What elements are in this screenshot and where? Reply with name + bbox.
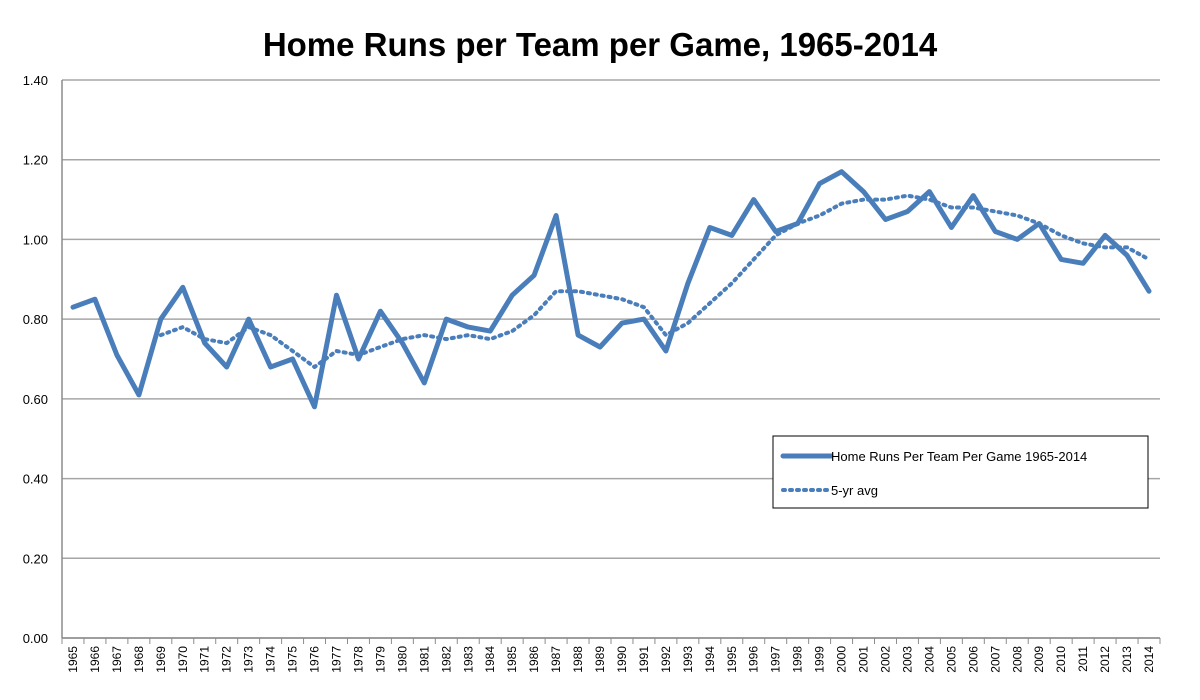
x-tick-label-2003: 2003 — [900, 646, 914, 673]
x-tick-label-1983: 1983 — [461, 646, 475, 673]
x-tick-label-2011: 2011 — [1076, 646, 1090, 672]
x-tick-label-1977: 1977 — [330, 646, 344, 673]
x-tick-label-1994: 1994 — [703, 646, 717, 673]
x-tick-label-2010: 2010 — [1054, 646, 1068, 673]
x-tick-label-2001: 2001 — [857, 646, 871, 673]
x-tick-label-1967: 1967 — [110, 646, 124, 673]
x-tick-label-1980: 1980 — [395, 646, 409, 673]
x-tick-label-2008: 2008 — [1010, 646, 1024, 673]
x-tick-label-2007: 2007 — [988, 646, 1002, 673]
y-tick-label-3: 0.60 — [23, 392, 48, 407]
x-tick-label-1986: 1986 — [527, 646, 541, 673]
x-tick-label-2009: 2009 — [1032, 646, 1046, 673]
x-tick-label-2013: 2013 — [1120, 646, 1134, 673]
x-tick-label-1995: 1995 — [725, 646, 739, 673]
x-tick-label-2006: 2006 — [966, 646, 980, 673]
y-tick-label-1: 0.20 — [23, 551, 48, 566]
y-tick-label-6: 1.20 — [23, 153, 48, 168]
series-line-0 — [70, 169, 1152, 410]
x-tick-label-1976: 1976 — [308, 646, 322, 673]
x-tick-label-1984: 1984 — [483, 646, 497, 673]
x-tick-label-1978: 1978 — [351, 646, 365, 673]
x-tick-label-1974: 1974 — [264, 646, 278, 673]
y-tick-label-0: 0.00 — [23, 631, 48, 646]
x-tick-label-1996: 1996 — [747, 646, 761, 673]
y-tick-label-5: 1.00 — [23, 232, 48, 247]
x-tick-label-1969: 1969 — [154, 646, 168, 673]
y-tick-label-7: 1.40 — [23, 73, 48, 88]
x-tick-label-1968: 1968 — [132, 646, 146, 673]
x-tick-label-1973: 1973 — [242, 646, 256, 673]
legend-label-1: 5-yr avg — [831, 483, 878, 498]
x-tick-label-1998: 1998 — [791, 646, 805, 673]
x-tick-label-1970: 1970 — [176, 646, 190, 673]
legend-label-0: Home Runs Per Team Per Game 1965-2014 — [831, 449, 1087, 464]
x-tick-label-1992: 1992 — [659, 646, 673, 673]
x-tick-label-2005: 2005 — [944, 646, 958, 673]
x-tick-label-1966: 1966 — [88, 646, 102, 673]
x-tick-label-2012: 2012 — [1098, 646, 1112, 673]
chart-title: Home Runs per Team per Game, 1965-2014 — [262, 26, 938, 63]
x-tick-label-1987: 1987 — [549, 646, 563, 673]
x-tick-label-1989: 1989 — [593, 646, 607, 673]
legend-box — [772, 435, 1149, 509]
x-tick-label-2002: 2002 — [879, 646, 893, 673]
x-tick-label-1965: 1965 — [66, 646, 80, 673]
x-tick-label-1975: 1975 — [286, 646, 300, 673]
series-line-1 — [158, 193, 1151, 369]
x-tick-label-1988: 1988 — [571, 646, 585, 673]
x-tick-label-1982: 1982 — [439, 646, 453, 673]
x-tick-label-2014: 2014 — [1142, 646, 1156, 673]
x-tick-label-1972: 1972 — [220, 646, 234, 673]
x-tick-label-1991: 1991 — [637, 646, 651, 673]
x-tick-label-1993: 1993 — [681, 646, 695, 673]
x-tick-label-2004: 2004 — [922, 646, 936, 673]
x-tick-label-1981: 1981 — [417, 646, 431, 673]
y-tick-label-4: 0.80 — [23, 312, 48, 327]
x-tick-label-1997: 1997 — [769, 646, 783, 673]
x-tick-label-1990: 1990 — [615, 646, 629, 673]
y-tick-label-2: 0.40 — [23, 472, 48, 487]
x-tick-label-1985: 1985 — [505, 646, 519, 673]
x-tick-label-1971: 1971 — [198, 646, 212, 673]
x-tick-label-1979: 1979 — [373, 646, 387, 673]
x-tick-label-2000: 2000 — [835, 646, 849, 673]
x-tick-label-1999: 1999 — [813, 646, 827, 673]
